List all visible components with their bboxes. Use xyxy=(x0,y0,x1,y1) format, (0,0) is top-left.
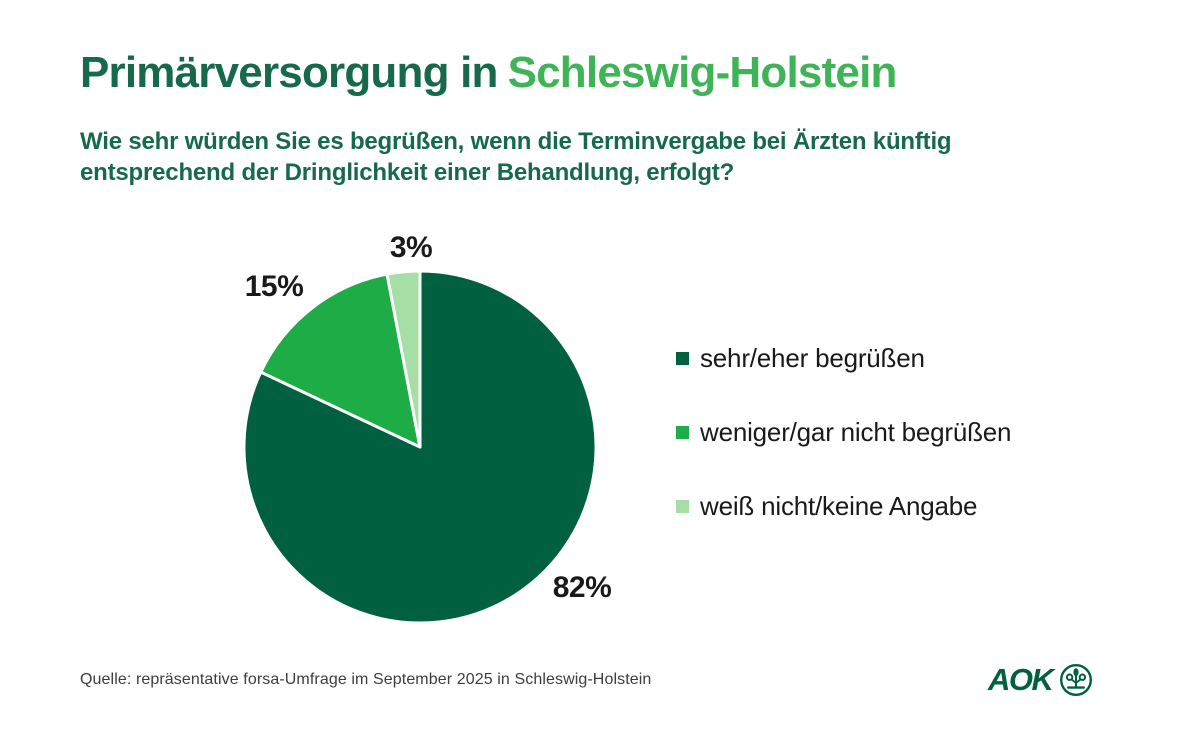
legend-swatch-dark-green-icon xyxy=(676,352,689,365)
legend-label: weniger/gar nicht begrüßen xyxy=(700,417,1012,447)
aok-logo-wordmark: AOK xyxy=(988,662,1054,697)
pie-value-label-3: 3% xyxy=(389,231,433,264)
legend-label: sehr/eher begrüßen xyxy=(700,343,925,373)
legend-item-weniger-gar-nicht-begruessen: weniger/gar nicht begrüßen xyxy=(676,417,1012,447)
page-title: Primärversorgung in Schleswig-Holstein xyxy=(80,48,897,98)
aok-tree-of-life-icon xyxy=(1059,663,1093,697)
legend-item-sehr-eher-begruessen: sehr/eher begrüßen xyxy=(676,343,1011,373)
chart-question-line2: entsprechend der Dringlichkeit einer Beh… xyxy=(80,159,735,186)
chart-legend: sehr/eher begrüßen weniger/gar nicht beg… xyxy=(676,343,1012,566)
pie-value-label-15: 15% xyxy=(244,270,304,303)
pie-slice xyxy=(259,272,422,449)
pie-slice xyxy=(242,269,598,625)
chart-question-line1: Wie sehr würden Sie es begrüßen, wenn di… xyxy=(80,128,952,155)
pie-value-label-82: 82% xyxy=(552,571,612,604)
legend-label: weiß nicht/keine Angabe xyxy=(700,491,978,521)
legend-swatch-light-green-icon xyxy=(676,500,689,513)
page-title-accent: Schleswig-Holstein xyxy=(507,48,898,97)
legend-item-weiss-nicht-keine-angabe: weiß nicht/keine Angabe xyxy=(676,491,1011,521)
chart-question: Wie sehr würden Sie es begrüßen, wenn di… xyxy=(80,126,952,188)
pie-chart-svg xyxy=(242,269,598,625)
aok-logo: AOK xyxy=(988,663,1093,697)
page-title-prefix: Primärversorgung in xyxy=(80,48,498,97)
pie-slice xyxy=(385,269,422,449)
pie-chart xyxy=(240,267,600,627)
legend-swatch-medium-green-icon xyxy=(676,426,689,439)
source-note: Quelle: repräsentative forsa-Umfrage im … xyxy=(80,671,652,688)
